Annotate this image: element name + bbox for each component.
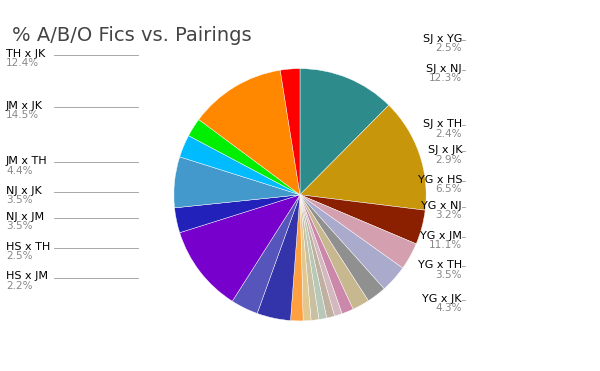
Text: 12.4%: 12.4% <box>6 58 39 68</box>
Text: 2.4%: 2.4% <box>436 129 462 138</box>
Text: YG x JK: YG x JK <box>422 294 462 303</box>
Text: 12.3%: 12.3% <box>429 73 462 83</box>
Wedge shape <box>199 70 300 195</box>
Wedge shape <box>300 195 353 314</box>
Wedge shape <box>300 195 384 301</box>
Text: JM x TH: JM x TH <box>6 157 47 166</box>
Wedge shape <box>175 195 300 233</box>
Wedge shape <box>174 157 300 208</box>
Wedge shape <box>300 195 342 316</box>
Text: NJ x JM: NJ x JM <box>6 212 44 222</box>
Text: 4.3%: 4.3% <box>436 303 462 313</box>
Text: SJ x JK: SJ x JK <box>427 145 462 155</box>
Text: YG x HS: YG x HS <box>418 175 462 185</box>
Text: % A/B/O Fics vs. Pairings: % A/B/O Fics vs. Pairings <box>12 26 251 45</box>
Wedge shape <box>300 105 426 210</box>
Text: SJ x TH: SJ x TH <box>423 119 462 129</box>
Text: 3.5%: 3.5% <box>6 221 32 231</box>
Text: SJ x YG: SJ x YG <box>422 34 462 44</box>
Text: YG x NJ: YG x NJ <box>421 201 462 211</box>
Wedge shape <box>179 136 300 195</box>
Text: HS x TH: HS x TH <box>6 242 50 252</box>
Wedge shape <box>188 119 300 195</box>
Wedge shape <box>300 195 416 268</box>
Text: 3.2%: 3.2% <box>436 210 462 220</box>
Text: 4.4%: 4.4% <box>6 166 32 175</box>
Wedge shape <box>257 195 300 321</box>
Wedge shape <box>300 195 334 318</box>
Wedge shape <box>300 195 368 309</box>
Text: 2.5%: 2.5% <box>436 43 462 53</box>
Text: 3.5%: 3.5% <box>6 196 32 205</box>
Text: HS x JM: HS x JM <box>6 272 48 281</box>
Text: NJ x JK: NJ x JK <box>6 186 42 196</box>
Wedge shape <box>232 195 300 313</box>
Wedge shape <box>290 195 303 321</box>
Text: 11.1%: 11.1% <box>429 240 462 250</box>
Wedge shape <box>179 195 300 301</box>
Text: SJ x NJ: SJ x NJ <box>427 64 462 73</box>
Text: 2.9%: 2.9% <box>436 155 462 164</box>
Text: YG x JM: YG x JM <box>420 231 462 240</box>
Wedge shape <box>300 195 425 244</box>
Wedge shape <box>300 69 389 195</box>
Text: YG x TH: YG x TH <box>418 260 462 270</box>
Text: 6.5%: 6.5% <box>436 184 462 194</box>
Wedge shape <box>300 195 403 289</box>
Wedge shape <box>300 195 327 319</box>
Wedge shape <box>280 69 300 195</box>
Text: 2.2%: 2.2% <box>6 281 32 290</box>
Text: TH x JK: TH x JK <box>6 49 45 59</box>
Text: 14.5%: 14.5% <box>6 110 39 120</box>
Text: JM x JK: JM x JK <box>6 101 43 111</box>
Wedge shape <box>300 195 311 321</box>
Text: 2.5%: 2.5% <box>6 251 32 261</box>
Text: 3.5%: 3.5% <box>436 270 462 279</box>
Wedge shape <box>300 195 319 321</box>
